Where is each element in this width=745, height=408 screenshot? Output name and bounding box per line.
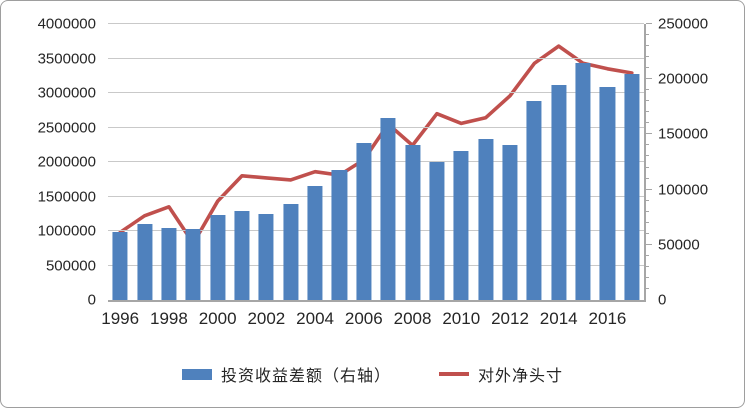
bar-2001 — [234, 210, 250, 300]
bar-2010 — [453, 150, 469, 300]
right-axis-minor-tick — [646, 254, 649, 256]
bar-2017 — [624, 73, 640, 300]
plot-area: 4000000 3500000 3000000 2500000 2000000 15000… — [38, 17, 708, 328]
line-series — [118, 44, 634, 246]
y-axis-right-tick-150000: 150000 — [658, 125, 709, 143]
right-axis-minor-tick — [646, 45, 649, 47]
right-axis-major-tick — [646, 133, 652, 135]
right-axis-minor-tick — [646, 144, 649, 146]
y-axis-left-tick-3000000: 3000000 — [37, 84, 96, 102]
right-axis-minor-tick — [646, 221, 649, 223]
bar-2016 — [599, 86, 615, 300]
gridline-1000000 — [108, 230, 644, 231]
bar-2002 — [258, 213, 274, 300]
right-axis-minor-tick — [646, 56, 649, 58]
bar-2007 — [380, 117, 396, 300]
bar-1999 — [185, 229, 201, 300]
right-axis-minor-tick — [646, 199, 649, 201]
legend-item-line: 对外净头寸 — [439, 362, 563, 386]
right-axis-minor-tick — [646, 100, 649, 102]
bar-2005 — [331, 169, 347, 300]
bar-2011 — [478, 138, 494, 300]
y-axis-left-tick-4000000: 4000000 — [37, 15, 96, 33]
right-axis-minor-tick — [646, 67, 649, 69]
bar-1996 — [112, 231, 128, 300]
x-axis-tick-2010: 2010 — [442, 309, 481, 328]
bar-1997 — [136, 223, 153, 300]
y-axis-right-tick-250000: 250000 — [658, 15, 709, 33]
right-axis-minor-tick — [646, 34, 649, 36]
y-axis-left-tick-1000000: 1000000 — [37, 222, 96, 240]
bar-2006 — [356, 143, 372, 300]
right-axis-minor-tick — [646, 122, 649, 124]
bar-2008 — [404, 145, 421, 300]
gridline-4000000 — [108, 23, 644, 24]
gridline-500000 — [108, 264, 644, 266]
y-axis-right-tick-200000: 200000 — [658, 70, 709, 88]
right-axis-major-tick — [646, 243, 652, 245]
gridline-3500000 — [108, 57, 644, 59]
x-axis-tick-1996: 1996 — [101, 309, 140, 328]
gridline-2000000 — [108, 161, 644, 162]
y-axis-left-tick-0: 0 — [87, 291, 96, 309]
bar-2003 — [283, 203, 299, 300]
right-axis-minor-tick — [646, 155, 649, 157]
bar-swatch-icon — [181, 368, 212, 380]
y-axis-left-tick-3500000: 3500000 — [37, 50, 96, 67]
x-axis-tick-2016: 2016 — [588, 309, 627, 328]
y-axis-right-tick-0: 0 — [658, 291, 667, 309]
x-axis-tick-1998: 1998 — [149, 309, 188, 328]
bar-2009 — [429, 162, 445, 300]
right-axis-minor-tick — [646, 89, 649, 91]
y-axis-right-tick-50000: 50000 — [658, 236, 700, 254]
legend-item-bars: 投资收益差额（右轴） — [181, 362, 391, 386]
right-axis-major-tick — [646, 188, 652, 190]
gridline-3000000 — [108, 92, 644, 93]
bar-2004 — [307, 186, 323, 300]
gridline-2500000 — [108, 126, 644, 128]
right-axis-minor-tick — [646, 166, 649, 168]
right-axis-minor-tick — [646, 232, 649, 234]
y-axis-right-labels: 250000 200000 150000 100000 50000 0 — [658, 17, 738, 308]
legend-bar-label: 投资收益差额（右轴） — [220, 368, 391, 385]
bar-2012 — [502, 145, 518, 300]
right-axis-minor-tick — [646, 276, 649, 278]
x-axis-tick-2000: 2000 — [198, 309, 237, 328]
bar-2014 — [551, 84, 567, 300]
x-axis-tick-2002: 2002 — [247, 309, 286, 328]
x-axis-tick-2014: 2014 — [539, 309, 578, 328]
bar-2015 — [575, 62, 591, 300]
right-axis-minor-tick — [646, 177, 649, 179]
right-axis-minor-tick — [646, 287, 649, 289]
right-axis-minor-tick — [646, 210, 649, 212]
legend-line-label: 对外净头寸 — [478, 368, 564, 385]
right-axis-minor-tick — [646, 265, 649, 267]
y-axis-left-tick-1500000: 1500000 — [37, 188, 96, 205]
y-axis-left-tick-500000: 500000 — [45, 257, 96, 274]
x-axis-tick-2006: 2006 — [344, 309, 383, 328]
line-swatch-icon — [439, 372, 469, 376]
y-axis-left-tick-2000000: 2000000 — [37, 153, 96, 171]
x-axis-tick-2012: 2012 — [491, 309, 529, 328]
bar-2000 — [210, 215, 226, 300]
y-axis-left-tick-2500000: 2500000 — [37, 119, 96, 136]
x-axis-tick-2004: 2004 — [296, 309, 334, 328]
right-axis-minor-tick — [646, 111, 649, 113]
y-axis-right-tick-100000: 100000 — [658, 181, 709, 199]
gridline-1500000 — [108, 195, 644, 197]
bar-2013 — [526, 101, 542, 300]
x-axis-tick-2008: 2008 — [393, 309, 432, 328]
x-axis-labels: 1996 1998 2000 2002 2004 2006 2008 2010 2012 2014… — [101, 309, 644, 332]
bar-1998 — [161, 228, 177, 300]
legend: 投资收益差额（右轴） 对外净头寸 — [1, 359, 744, 389]
right-axis-major-tick — [646, 23, 652, 24]
right-axis-major-tick — [646, 78, 652, 80]
y-axis-left-labels: 4000000 3500000 3000000 2500000 2000000 15000… — [16, 17, 96, 308]
